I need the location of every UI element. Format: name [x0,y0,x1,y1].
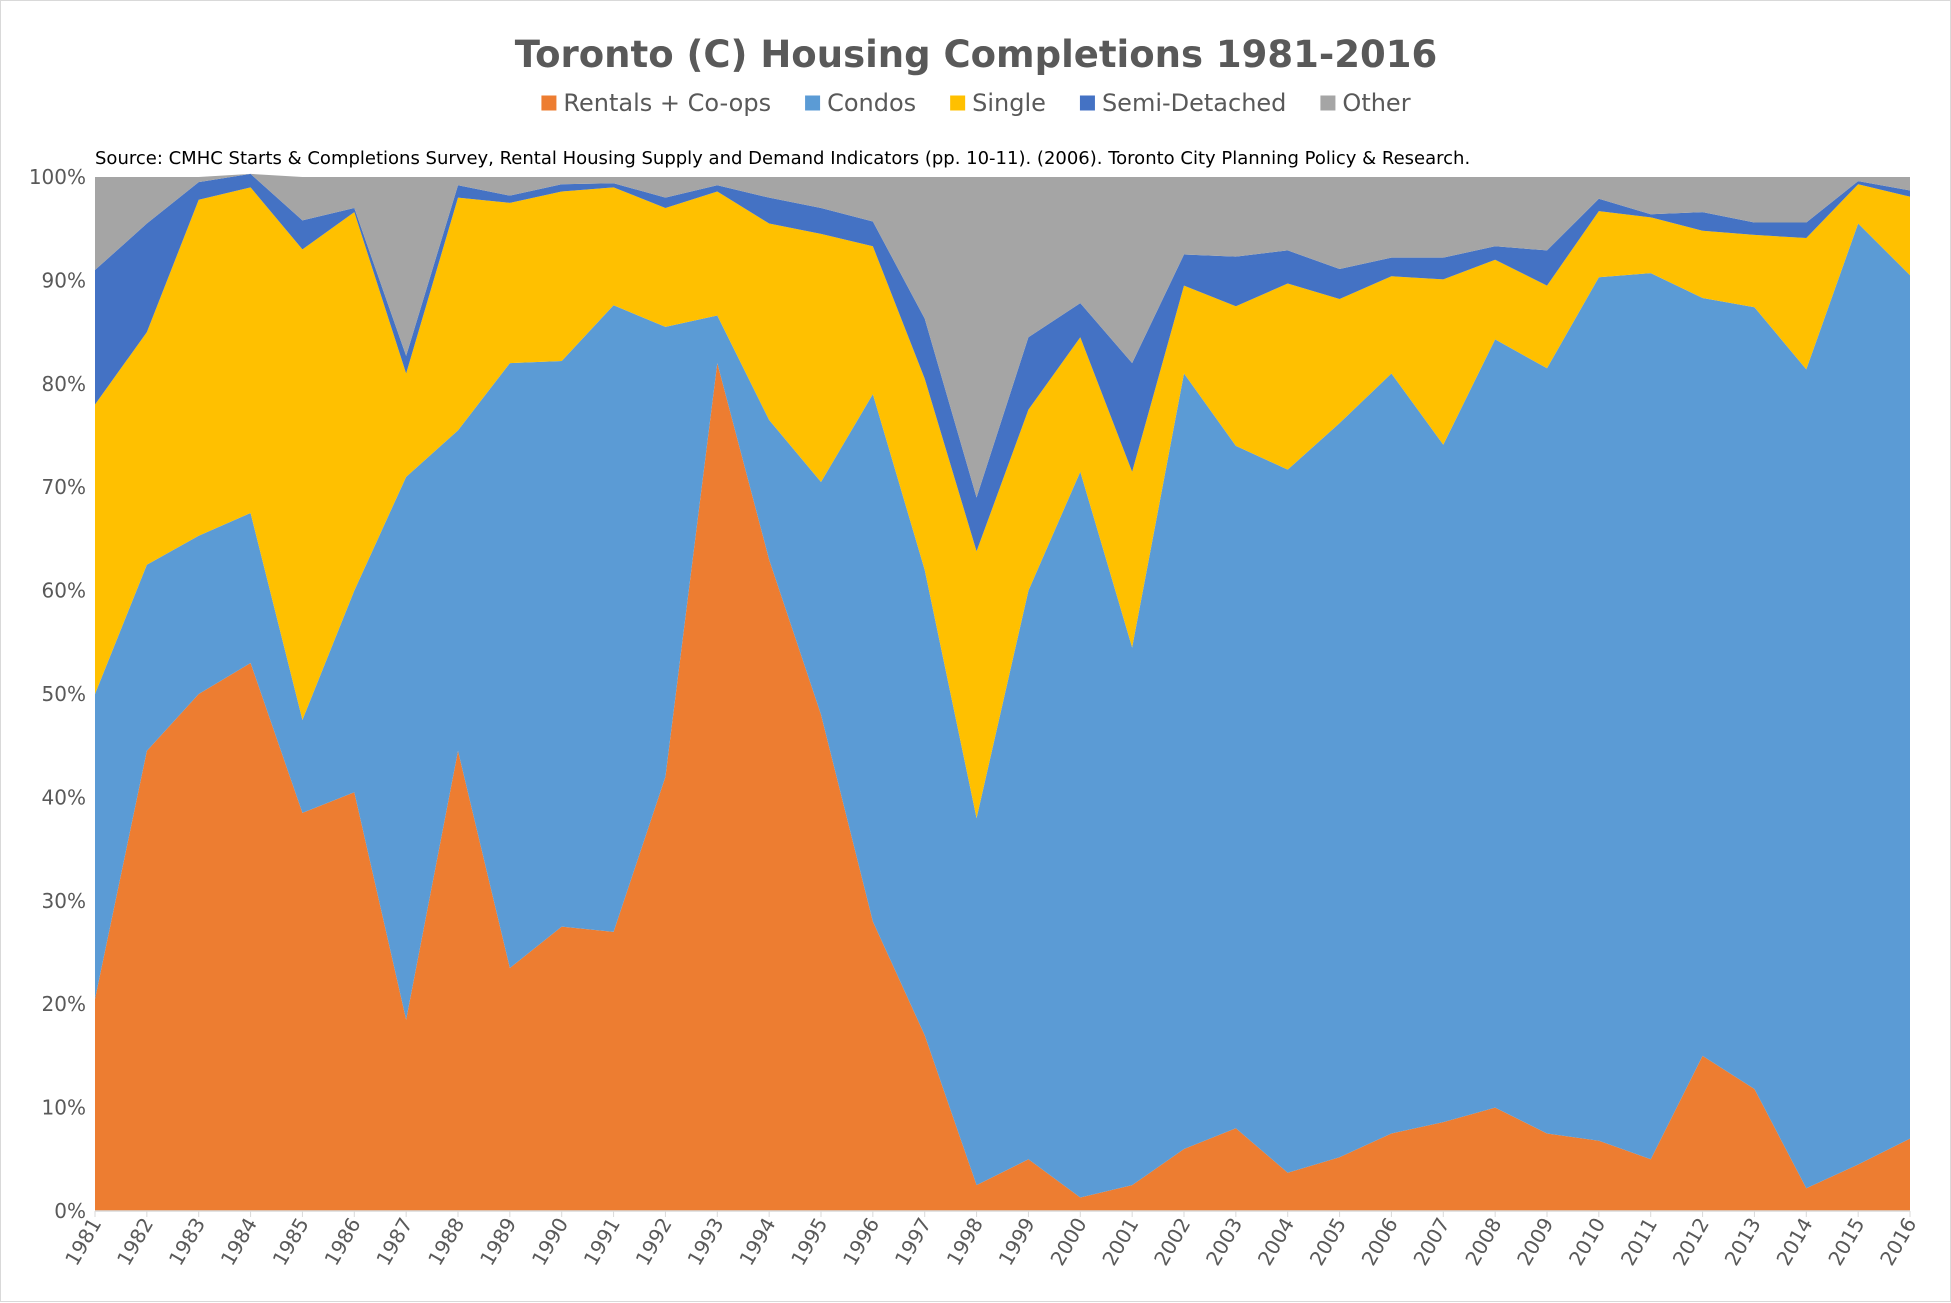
legend-label: Single [972,89,1046,117]
x-tick-label: 1993 [682,1214,728,1270]
x-tick-label: 2004 [1253,1214,1299,1270]
area-single [95,184,1910,819]
x-tick-label: 2016 [1875,1214,1921,1270]
x-tick-label: 1996 [838,1214,884,1270]
x-tick-label: 2001 [1097,1214,1143,1270]
legend-item-condos: Condos [805,89,916,117]
chart-source-note: Source: CMHC Starts & Completions Survey… [95,148,1470,169]
x-tick-label: 1991 [579,1214,625,1270]
y-tick-label: 80% [42,372,86,396]
x-tick-label: 1995 [786,1214,832,1270]
x-tick-label: 2009 [1512,1214,1558,1270]
y-tick-label: 90% [42,268,86,292]
legend-swatch [541,95,557,111]
legend-swatch [1320,95,1336,111]
y-tick-label: 20% [42,992,86,1016]
y-tick-label: 0% [54,1199,86,1223]
y-tick-label: 100% [29,165,86,189]
x-tick-label: 2006 [1357,1214,1403,1270]
area-condos [95,223,1910,1198]
x-tick-label: 1982 [112,1214,158,1270]
legend-label: Other [1342,89,1410,117]
x-tick-label: 1984 [216,1214,262,1270]
x-tick-label: 2002 [1149,1214,1195,1270]
area-semi-detached [95,173,1910,552]
legend-swatch [950,95,966,111]
legend-item-rentals-co-ops: Rentals + Co-ops [541,89,771,117]
legend-label: Rentals + Co-ops [563,89,771,117]
legend-item-semi-detached: Semi-Detached [1079,89,1286,117]
area-other [95,173,1910,498]
x-tick-label: 1983 [164,1214,210,1270]
x-tick-label: 2010 [1564,1214,1610,1270]
x-tick-label: 2008 [1460,1214,1506,1270]
x-tick-label: 2005 [1305,1214,1351,1270]
y-tick-label: 40% [42,785,86,809]
y-tick-label: 60% [42,579,86,603]
x-tick-label: 1987 [371,1214,417,1270]
legend-item-other: Other [1320,89,1411,117]
y-tick-label: 10% [42,1096,86,1120]
x-tick-label: 1990 [527,1214,573,1270]
x-tick-label: 2014 [1771,1214,1817,1270]
x-tick-label: 2007 [1408,1214,1454,1270]
x-tick-label: 1989 [475,1214,521,1270]
x-tick-label: 1999 [994,1214,1040,1270]
x-tick-label: 2013 [1720,1214,1766,1270]
x-tick-label: 1997 [890,1214,936,1270]
legend: Rentals + Co-ops Condos Single Semi-Detache… [541,89,1411,117]
y-tick-label: 30% [42,889,86,913]
x-tick-label: 1985 [268,1214,314,1270]
chart-title: Toronto (C) Housing Completions 1981-201… [515,33,1437,76]
x-tick-label: 2012 [1668,1214,1714,1270]
y-tick-label: 70% [42,475,86,499]
legend-item-single: Single [950,89,1046,117]
x-tick-label: 2003 [1201,1214,1247,1270]
x-tick-label: 1998 [942,1214,988,1270]
x-tick-label: 1988 [423,1214,469,1270]
x-tick-label: 1994 [734,1214,780,1270]
x-tick-label: 2011 [1616,1214,1662,1270]
legend-swatch [1079,95,1095,111]
plot-areas [95,173,1910,1211]
x-tick-label: 1986 [319,1214,365,1270]
x-tick-label: 1992 [631,1214,677,1270]
legend-label: Semi-Detached [1102,89,1286,117]
x-tick-label: 2015 [1823,1214,1869,1270]
x-tick-label: 2000 [1045,1214,1091,1270]
legend-swatch [805,95,821,111]
y-tick-label: 50% [42,682,86,706]
legend-label: Condos [827,89,916,117]
area-rentals-co-ops [95,363,1910,1211]
